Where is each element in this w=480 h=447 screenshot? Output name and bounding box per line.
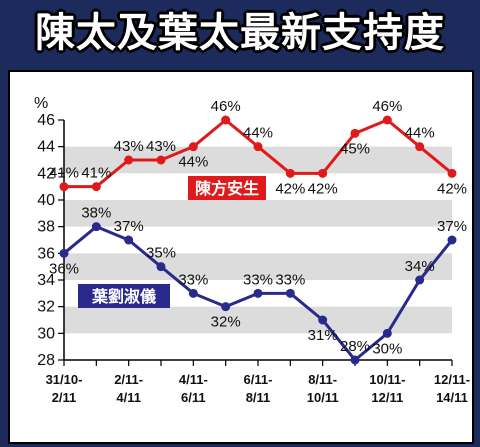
y-tick-label: 30 bbox=[37, 325, 55, 342]
data-label: 32% bbox=[211, 314, 241, 331]
grid-band bbox=[64, 200, 452, 227]
data-point bbox=[415, 275, 425, 285]
data-point bbox=[253, 142, 263, 152]
chart-title: 陳太及葉太最新支持度 bbox=[35, 10, 445, 56]
y-tick-label: 32 bbox=[37, 299, 55, 316]
data-point bbox=[253, 288, 263, 298]
data-point bbox=[382, 328, 392, 338]
data-point bbox=[447, 168, 457, 178]
x-tick-label: 4/11- bbox=[179, 372, 208, 387]
data-point bbox=[188, 142, 198, 152]
data-label: 43% bbox=[146, 138, 176, 155]
x-tick-label: 12/11 bbox=[371, 390, 403, 405]
data-label: 38% bbox=[81, 205, 111, 222]
data-label: 37% bbox=[114, 218, 144, 235]
data-point bbox=[415, 142, 425, 152]
data-label: 33% bbox=[243, 271, 273, 288]
data-point bbox=[59, 248, 69, 258]
data-label: 33% bbox=[178, 271, 208, 288]
y-tick-label: 34 bbox=[37, 272, 55, 289]
data-point bbox=[318, 168, 328, 178]
legend-label: 葉劉淑儀 bbox=[91, 287, 156, 306]
data-point bbox=[350, 128, 360, 138]
x-tick-label: 6/11- bbox=[244, 372, 273, 387]
legend-box bbox=[78, 284, 170, 308]
y-tick-label: 40 bbox=[37, 192, 55, 209]
y-tick-label: 38 bbox=[37, 219, 55, 236]
data-point bbox=[124, 155, 134, 165]
data-label: 44% bbox=[178, 154, 208, 171]
x-tick-label: 10/11- bbox=[369, 372, 405, 387]
data-point bbox=[350, 355, 360, 365]
data-point bbox=[91, 222, 101, 232]
data-label: 45% bbox=[340, 140, 370, 157]
data-label: 37% bbox=[437, 218, 467, 235]
data-point bbox=[91, 182, 101, 192]
grid-band bbox=[64, 253, 452, 280]
x-tick-label: 6/11 bbox=[181, 390, 206, 405]
x-tick-label: 8/11- bbox=[308, 372, 337, 387]
data-point bbox=[318, 315, 328, 325]
data-label: 44% bbox=[405, 125, 435, 142]
data-label: 31% bbox=[308, 327, 338, 344]
data-label: 28% bbox=[340, 338, 370, 355]
data-point bbox=[285, 288, 295, 298]
data-label: 42% bbox=[308, 180, 338, 197]
x-tick-label: 4/11 bbox=[116, 390, 141, 405]
data-point bbox=[285, 168, 295, 178]
data-label: 46% bbox=[372, 98, 402, 115]
data-label: 44% bbox=[243, 125, 273, 142]
y-tick-label: 42 bbox=[37, 165, 55, 182]
y-axis-unit: % bbox=[34, 95, 48, 112]
data-label: 43% bbox=[114, 138, 144, 155]
data-label: 42% bbox=[437, 180, 467, 197]
x-tick-label: 10/11 bbox=[307, 390, 339, 405]
x-tick-label: 2/11- bbox=[114, 372, 143, 387]
data-label: 30% bbox=[372, 340, 402, 357]
data-point bbox=[156, 262, 166, 272]
data-point bbox=[124, 235, 134, 245]
data-label: 35% bbox=[146, 245, 176, 262]
data-label: 46% bbox=[211, 98, 241, 115]
y-tick-label: 44 bbox=[37, 139, 55, 156]
data-point bbox=[156, 155, 166, 165]
x-tick-label: 2/11 bbox=[52, 390, 77, 405]
data-point bbox=[188, 288, 198, 298]
x-tick-label: 14/11 bbox=[436, 390, 468, 405]
data-label: 34% bbox=[405, 258, 435, 275]
y-tick-label: 36 bbox=[37, 245, 55, 262]
legend-label: 陳方安生 bbox=[195, 179, 259, 198]
y-tick-label: 46 bbox=[37, 112, 55, 129]
data-label: 42% bbox=[275, 180, 305, 197]
data-label: 33% bbox=[275, 271, 305, 288]
data-point bbox=[59, 182, 69, 192]
x-tick-label: 8/11 bbox=[246, 390, 271, 405]
y-tick-label: 28 bbox=[37, 352, 55, 369]
data-label: 41% bbox=[81, 165, 111, 182]
x-tick-label: 12/11- bbox=[434, 372, 470, 387]
data-point bbox=[221, 115, 231, 125]
x-tick-label: 31/10- bbox=[46, 372, 83, 387]
data-point bbox=[447, 235, 457, 245]
data-label: 36% bbox=[49, 260, 79, 277]
data-point bbox=[221, 302, 231, 312]
data-label: 41% bbox=[49, 165, 79, 182]
data-point bbox=[382, 115, 392, 125]
legend-box bbox=[188, 176, 266, 200]
